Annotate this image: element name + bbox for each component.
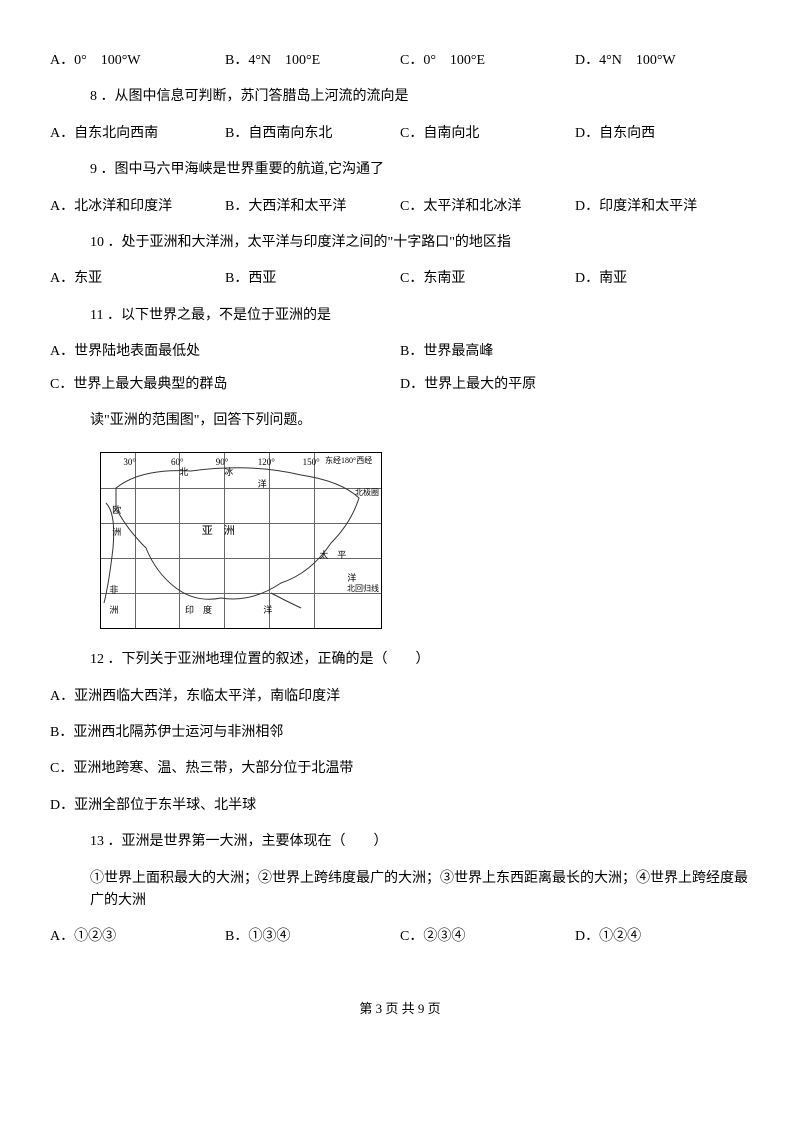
q7-options: A．0° 100°W B．4°N 100°E C．0° 100°E D．4°N …	[50, 50, 750, 72]
q10-text: 10 ．处于亚洲和大洋洲，太平洋与印度洋之间的"十字路口"的地区指	[90, 232, 750, 254]
q12-option-a: A．亚洲西临大西洋，东临太平洋，南临印度洋	[50, 686, 750, 708]
q9-option-d: D．印度洋和太平洋	[575, 196, 750, 218]
q8-option-b: B．自西南向东北	[225, 123, 400, 145]
tropic-line: 北回归线	[347, 583, 379, 596]
europe-2: 洲	[112, 525, 121, 539]
indian-ocean-y: 洋	[263, 603, 272, 617]
q11-option-b: B．世界最高峰	[400, 341, 750, 363]
q7-option-d: D．4°N 100°W	[575, 50, 750, 72]
q12-option-c: C．亚洲地跨寒、温、热三带，大部分位于北温带	[50, 758, 750, 780]
pacific: 太 平	[319, 548, 346, 562]
q13-option-b: B．①③④	[225, 926, 400, 948]
q13-option-d: D．①②④	[575, 926, 750, 948]
q9-option-c: C．太平洋和北冰洋	[400, 196, 575, 218]
q9-option-b: B．大西洋和太平洋	[225, 196, 400, 218]
q11-option-d: D．世界上最大的平原	[400, 374, 750, 396]
q13-options: A．①②③ B．①③④ C．②③④ D．①②④	[50, 926, 750, 948]
asia-map: 30° 60° 90° 120° 150° 东经180°西经 北 冰 洋 欧 洲…	[100, 452, 382, 629]
q9-option-a: A．北冰洋和印度洋	[50, 196, 225, 218]
africa-1: 非	[109, 583, 118, 597]
lon-150: 150°	[303, 455, 320, 469]
q7-option-b: B．4°N 100°E	[225, 50, 400, 72]
q11-options-row1: A．世界陆地表面最低处 B．世界最高峰	[50, 341, 750, 363]
lon-120: 120°	[258, 455, 275, 469]
q10-option-c: C．东南亚	[400, 268, 575, 290]
arctic-circle: 北极圈	[355, 487, 379, 500]
q12-option-d: D．亚洲全部位于东半球、北半球	[50, 795, 750, 817]
q8-option-d: D．自东向西	[575, 123, 750, 145]
asia-outline	[101, 453, 381, 628]
asia-label: 亚 洲	[202, 523, 235, 541]
q7-option-a: A．0° 100°W	[50, 50, 225, 72]
q11-text: 11 ．以下世界之最，不是位于亚洲的是	[90, 305, 750, 327]
q10-options: A．东亚 B．西亚 C．东南亚 D．南亚	[50, 268, 750, 290]
q11-option-c: C．世界上最大最典型的群岛	[50, 374, 400, 396]
q8-options: A．自东北向西南 B．自西南向东北 C．自南向北 D．自东向西	[50, 123, 750, 145]
indian-ocean: 印 度	[185, 603, 212, 617]
q9-text: 9 ．图中马六甲海峡是世界重要的航道,它沟通了	[90, 159, 750, 181]
q11-options-row2: C．世界上最大最典型的群岛 D．世界上最大的平原	[50, 374, 750, 396]
lon-30: 30°	[123, 455, 136, 469]
q11-option-a: A．世界陆地表面最低处	[50, 341, 400, 363]
q9-options: A．北冰洋和印度洋 B．大西洋和太平洋 C．太平洋和北冰洋 D．印度洋和太平洋	[50, 196, 750, 218]
q12-option-b: B．亚洲西北隔苏伊士运河与非洲相邻	[50, 722, 750, 744]
africa-2: 洲	[109, 603, 118, 617]
arctic-3: 洋	[258, 477, 267, 491]
arctic-1: 北	[179, 465, 188, 479]
arctic-2: 冰	[224, 465, 233, 479]
q8-option-a: A．自东北向西南	[50, 123, 225, 145]
lon-180: 东经180°西经	[325, 455, 372, 468]
intro-12: 读"亚洲的范围图"，回答下列问题。	[90, 410, 750, 432]
q12-text: 12 ．下列关于亚洲地理位置的叙述，正确的是（ ）	[90, 649, 750, 671]
q13-option-a: A．①②③	[50, 926, 225, 948]
q10-option-d: D．南亚	[575, 268, 750, 290]
q13-circled: ①世界上面积最大的大洲；②世界上跨纬度最广的大洲；③世界上东西距离最长的大洲；④…	[90, 868, 750, 913]
europe-1: 欧	[112, 503, 121, 517]
page-footer: 第 3 页 共 9 页	[50, 999, 750, 1020]
q8-option-c: C．自南向北	[400, 123, 575, 145]
q13-text: 13 ．亚洲是世界第一大洲，主要体现在（ ）	[90, 831, 750, 853]
q8-text: 8 ．从图中信息可判断，苏门答腊岛上河流的流向是	[90, 86, 750, 108]
q10-option-a: A．东亚	[50, 268, 225, 290]
q7-option-c: C．0° 100°E	[400, 50, 575, 72]
q13-option-c: C．②③④	[400, 926, 575, 948]
q10-option-b: B．西亚	[225, 268, 400, 290]
